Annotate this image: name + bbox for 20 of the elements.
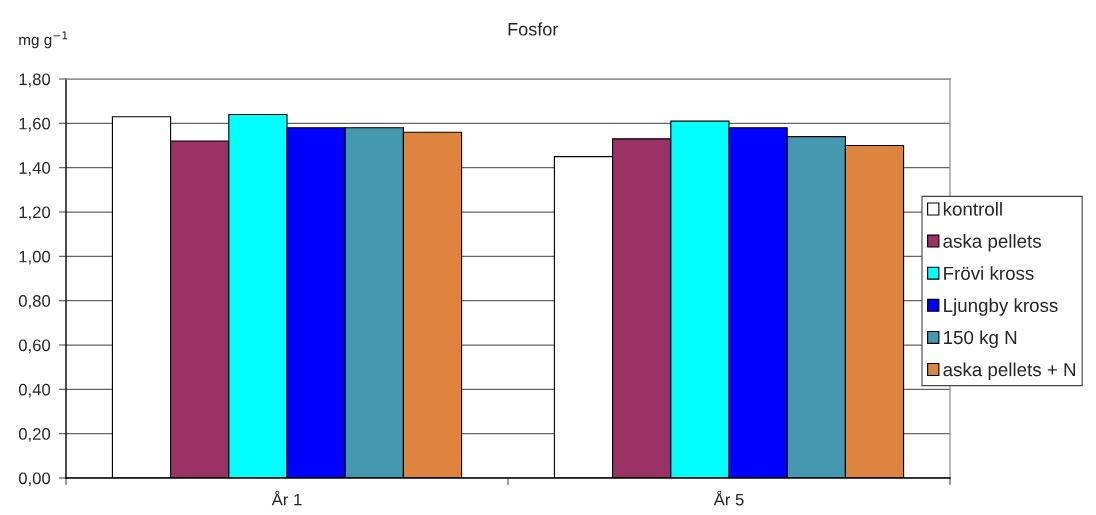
y-axis-title: mg g$^{−1}$ (19, 31, 68, 49)
x-tick-label: År 5 (713, 490, 744, 506)
x-tick-label: År 1 (271, 490, 302, 506)
y-tick-label: 1,00 (19, 250, 51, 265)
y-tick-label: 0,60 (18, 339, 51, 354)
y-tick-label: 1,60 (19, 117, 51, 132)
legend-label: Frövi kross (944, 266, 1034, 280)
y-tick-label: 1,20 (19, 206, 51, 221)
y-tick-label: 1,80 (19, 73, 51, 88)
legend-label: kontroll (943, 202, 1002, 216)
y-tick-label: 0,40 (18, 383, 51, 398)
legend-label: Ljungby kross (944, 298, 1058, 316)
y-tick-label: 0,20 (18, 428, 51, 442)
chart-title: Fosfor (508, 22, 559, 36)
y-tick-label: 0,00 (18, 472, 51, 487)
y-tick-label: 0,80 (18, 295, 51, 309)
legend-label: 150 kg N (944, 330, 1017, 348)
legend-label: aska pellets + N (943, 362, 1076, 380)
y-tick-label: 1,40 (19, 162, 51, 176)
legend-label: aska pellets (943, 234, 1041, 252)
